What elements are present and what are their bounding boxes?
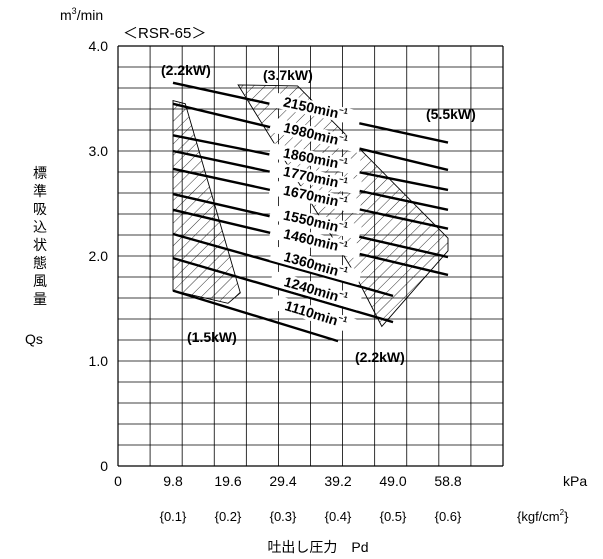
y-title-char: 量 <box>33 291 47 307</box>
y-tick-label: 0 <box>100 458 108 474</box>
x-tick-kgf-label: {0.4} <box>325 509 352 524</box>
power-label-5-5kw: (5.5kW) <box>426 106 476 122</box>
x-tick-kgf-label: {0.5} <box>380 509 407 524</box>
y-tick-label: 2.0 <box>89 248 109 264</box>
y-tick-label: 3.0 <box>89 143 109 159</box>
speed-label-bg <box>268 204 362 240</box>
y-axis-title: 標 準 吸 込 状 態 風 量 Qs <box>25 165 47 347</box>
speed-label-bg <box>269 245 362 286</box>
power-label-1-5kw: (1.5kW) <box>187 329 237 345</box>
y-title-char: 風 <box>33 273 47 289</box>
speed-label-bg <box>269 117 362 154</box>
y-tick-label: 4.0 <box>89 38 109 54</box>
power-label-2-2kw-bottom: (2.2kW) <box>355 349 405 365</box>
y-title-char: 標 <box>33 165 47 181</box>
speed-label-bg <box>269 294 362 336</box>
y-unit-label: m3/min <box>60 6 103 23</box>
speed-label-bg <box>268 179 362 215</box>
x-tick-label: 9.8 <box>163 473 183 489</box>
x-tick-kgf-label: {0.1} <box>160 509 187 524</box>
power-label-3-7kw: (3.7kW) <box>263 67 313 83</box>
x-tick-label: 49.0 <box>379 473 406 489</box>
speed-curve-1110 <box>172 289 339 343</box>
y-title-char: 吸 <box>33 201 47 217</box>
x-axis-title: 吐出し圧力 Pd <box>267 539 368 555</box>
x-tick-label: 58.8 <box>434 473 461 489</box>
speed-label-bg <box>268 91 362 126</box>
x-tick-label: 19.6 <box>214 473 241 489</box>
x-tick-kgf-label: {0.2} <box>215 509 242 524</box>
x-unit-label: kPa <box>563 473 587 489</box>
y-title-char: 込 <box>33 219 47 235</box>
model-label: ＜RSR-65＞ <box>123 25 206 42</box>
speed-label-bg <box>268 142 362 176</box>
y-title-symbol: Qs <box>25 331 43 347</box>
speed-curve-1360 <box>172 232 394 298</box>
x-tick-label: 39.2 <box>324 473 351 489</box>
x-tick-kgf-label: {0.6} <box>435 509 462 524</box>
x-tick-kgf-label: {0.3} <box>270 509 297 524</box>
y-title-char: 準 <box>33 183 47 199</box>
speed-curve-1240 <box>172 256 394 324</box>
x-tick-label: 0 <box>114 473 122 489</box>
speed-label-bg <box>269 270 362 311</box>
power-label-2-2kw-top: (2.2kW) <box>161 62 211 78</box>
y-title-char: 態 <box>33 255 47 271</box>
x-tick-label: 29.4 <box>269 473 296 489</box>
speed-label-bg <box>268 161 362 196</box>
x-unit-kgf-label: {kgf/cm2} <box>517 508 569 524</box>
y-tick-label: 1.0 <box>89 353 109 369</box>
speed-label-bg <box>268 223 362 260</box>
y-title-char: 状 <box>33 237 47 253</box>
